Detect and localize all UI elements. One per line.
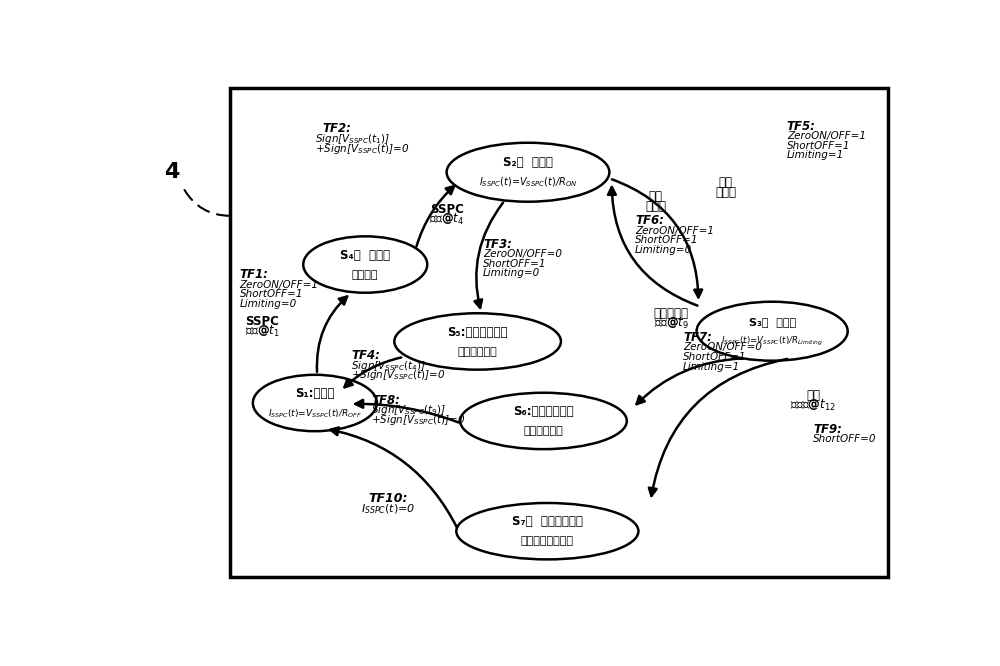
Text: $I_{SSPC}(t)$=$V_{SSPC}(t)$/$R_{Limiting}$: $I_{SSPC}(t)$=$V_{SSPC}(t)$/$R_{Limiting…: [721, 335, 823, 348]
Text: S₇：  短路故障时电: S₇： 短路故障时电: [512, 515, 583, 528]
Ellipse shape: [303, 236, 427, 293]
Text: Limiting=0: Limiting=0: [240, 298, 297, 308]
Text: ShortOFF=1: ShortOFF=1: [787, 141, 850, 151]
Text: S₃：  限流态: S₃： 限流态: [749, 317, 796, 327]
Text: TF1:: TF1:: [240, 268, 269, 281]
Text: TF5:: TF5:: [787, 120, 816, 133]
Text: S₁:关断态: S₁:关断态: [295, 387, 335, 400]
Text: S₄：  零电压: S₄： 零电压: [340, 249, 390, 262]
Text: Limiting=1: Limiting=1: [787, 151, 844, 161]
Text: S₅:从导通态到零: S₅:从导通态到零: [447, 326, 508, 339]
Text: TF10:: TF10:: [369, 492, 408, 505]
Text: TF6:: TF6:: [635, 214, 664, 228]
Text: 短路过零点: 短路过零点: [654, 307, 689, 320]
Text: 短路: 短路: [806, 389, 820, 402]
Text: 电流关断过程: 电流关断过程: [524, 426, 563, 436]
Text: ZeroON/OFF=0: ZeroON/OFF=0: [683, 342, 762, 352]
FancyBboxPatch shape: [230, 88, 888, 577]
Text: 进入: 进入: [719, 176, 733, 189]
Ellipse shape: [253, 375, 377, 431]
Text: 关断@$t_9$: 关断@$t_9$: [654, 316, 689, 331]
Text: 流线性下降慢关断: 流线性下降慢关断: [521, 536, 574, 547]
Text: Sign[$V_{SSPC}(t_4)$]: Sign[$V_{SSPC}(t_4)$]: [351, 358, 427, 372]
Text: ZeroON/OFF=1: ZeroON/OFF=1: [635, 226, 714, 236]
Text: ZeroON/OFF=1: ZeroON/OFF=1: [240, 280, 319, 290]
Text: TF3:: TF3:: [483, 238, 512, 250]
Text: 慢关断@$t_{12}$: 慢关断@$t_{12}$: [790, 398, 836, 413]
Text: Sign[$V_{SSPC}(t_1)$]: Sign[$V_{SSPC}(t_1)$]: [315, 132, 390, 146]
Text: TF7:: TF7:: [683, 331, 712, 344]
Text: +Sign[$V_{SSPC}(t)$]=0: +Sign[$V_{SSPC}(t)$]=0: [315, 142, 409, 156]
Text: S₂：  导通态: S₂： 导通态: [503, 157, 553, 169]
Text: $I_{SSPC}(t)$=$V_{SSPC}(t)$/$R_{ON}$: $I_{SSPC}(t)$=$V_{SSPC}(t)$/$R_{ON}$: [479, 176, 577, 189]
Text: +Sign[$V_{SSPC}(t)$]=0: +Sign[$V_{SSPC}(t)$]=0: [351, 368, 446, 382]
Text: +Sign[$V_{SSPC}(t)$]=0: +Sign[$V_{SSPC}(t)$]=0: [371, 413, 466, 427]
Text: ZeroON/OFF=1: ZeroON/OFF=1: [787, 131, 866, 141]
Text: ShortOFF=1: ShortOFF=1: [240, 289, 303, 299]
Text: ShortOFF=0: ShortOFF=0: [813, 434, 877, 444]
Text: SSPC: SSPC: [430, 202, 464, 216]
Text: TF8:: TF8:: [371, 394, 400, 407]
Text: 开通过程: 开通过程: [352, 270, 378, 280]
Text: 4: 4: [164, 163, 179, 182]
Text: ZeroON/OFF=0: ZeroON/OFF=0: [483, 249, 562, 259]
Text: Limiting=0: Limiting=0: [635, 244, 692, 254]
Text: $I_{SSPC}(t)$=0: $I_{SSPC}(t)$=0: [361, 502, 416, 516]
Text: $I_{SSPC}(t)$=$V_{SSPC}(t)$/$R_{OFF}$: $I_{SSPC}(t)$=$V_{SSPC}(t)$/$R_{OFF}$: [268, 407, 362, 420]
Ellipse shape: [697, 302, 848, 361]
Text: ShortOFF=1: ShortOFF=1: [683, 352, 746, 362]
Text: 关断@$t_4$: 关断@$t_4$: [429, 212, 464, 227]
Text: TF9:: TF9:: [813, 423, 842, 436]
Text: ShortOFF=1: ShortOFF=1: [483, 258, 547, 268]
Ellipse shape: [394, 313, 561, 370]
Text: 限流态: 限流态: [645, 200, 666, 213]
Text: S₆:从限流态到零: S₆:从限流态到零: [513, 405, 574, 418]
Ellipse shape: [456, 503, 638, 559]
Text: ShortOFF=1: ShortOFF=1: [635, 235, 698, 245]
Text: 开通@$t_1$: 开通@$t_1$: [245, 324, 280, 339]
Text: Sign[$V_{SSPC}(t_9)$]: Sign[$V_{SSPC}(t_9)$]: [371, 403, 447, 417]
Text: 电流关断过程: 电流关断过程: [458, 347, 498, 357]
Text: Limiting=1: Limiting=1: [683, 362, 740, 372]
Text: 退出: 退出: [649, 190, 663, 203]
Text: TF2:: TF2:: [323, 122, 352, 135]
Text: 限流态: 限流态: [715, 186, 736, 199]
Text: SSPC: SSPC: [245, 316, 279, 328]
Ellipse shape: [460, 393, 627, 449]
Ellipse shape: [447, 143, 609, 202]
Text: Limiting=0: Limiting=0: [483, 268, 540, 278]
Text: TF4:: TF4:: [351, 350, 380, 362]
